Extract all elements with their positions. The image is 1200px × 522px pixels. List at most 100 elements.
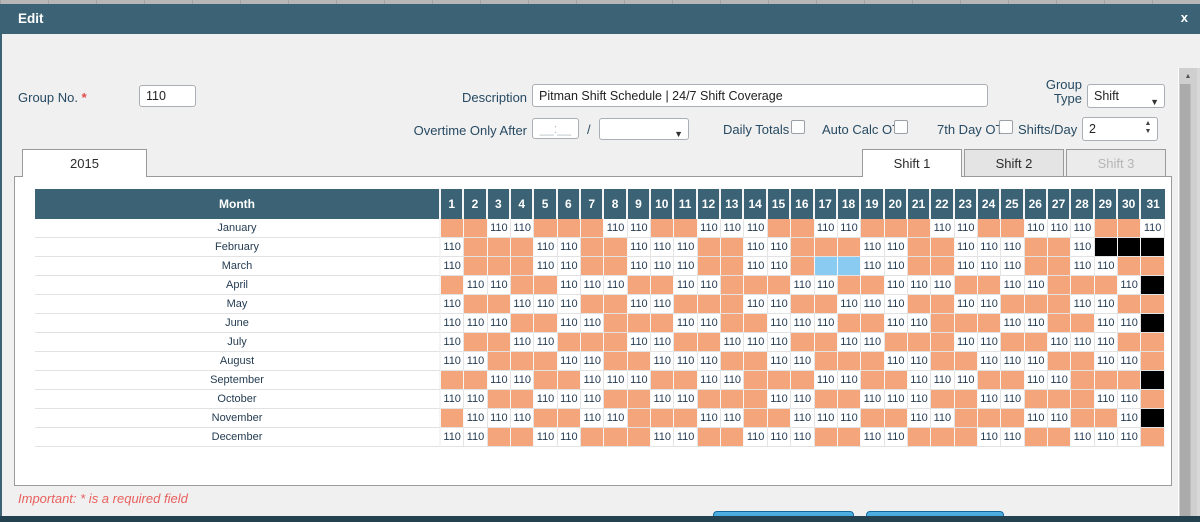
schedule-cell[interactable]: 110 bbox=[557, 295, 582, 314]
schedule-cell[interactable]: 110 bbox=[1141, 219, 1165, 238]
overtime-unit-select[interactable]: ▼ bbox=[599, 118, 689, 140]
schedule-cell[interactable]: 110 bbox=[954, 219, 978, 238]
schedule-cell[interactable] bbox=[1071, 276, 1095, 295]
schedule-cell[interactable]: 110 bbox=[1094, 333, 1118, 352]
schedule-cell[interactable] bbox=[931, 428, 955, 447]
schedule-cell[interactable]: 110 bbox=[1071, 219, 1095, 238]
tab-shift-2[interactable]: Shift 2 bbox=[964, 149, 1064, 177]
schedule-cell[interactable]: 110 bbox=[744, 257, 768, 276]
schedule-cell[interactable]: 110 bbox=[977, 238, 1002, 257]
schedule-cell[interactable]: 110 bbox=[861, 295, 885, 314]
schedule-cell[interactable] bbox=[1047, 352, 1072, 371]
schedule-cell[interactable] bbox=[744, 314, 768, 333]
schedule-cell[interactable]: 110 bbox=[954, 333, 978, 352]
schedule-cell[interactable]: 110 bbox=[1001, 257, 1025, 276]
schedule-cell[interactable] bbox=[441, 276, 465, 295]
schedule-cell[interactable] bbox=[1047, 257, 1072, 276]
schedule-cell[interactable]: 110 bbox=[931, 409, 955, 428]
schedule-cell[interactable]: 110 bbox=[674, 352, 698, 371]
schedule-cell[interactable] bbox=[464, 371, 488, 390]
schedule-cell[interactable] bbox=[884, 371, 908, 390]
schedule-cell[interactable]: 110 bbox=[1117, 428, 1142, 447]
schedule-cell[interactable] bbox=[487, 390, 512, 409]
schedule-cell[interactable]: 110 bbox=[441, 390, 465, 409]
schedule-cell[interactable] bbox=[674, 219, 698, 238]
schedule-cell[interactable] bbox=[977, 219, 1002, 238]
schedule-cell[interactable] bbox=[1141, 257, 1165, 276]
schedule-cell[interactable] bbox=[931, 314, 955, 333]
close-icon[interactable]: x bbox=[1180, 10, 1188, 25]
schedule-cell[interactable]: 110 bbox=[837, 333, 862, 352]
schedule-cell[interactable]: 110 bbox=[907, 352, 932, 371]
schedule-cell[interactable]: 110 bbox=[1094, 295, 1118, 314]
schedule-cell[interactable] bbox=[977, 371, 1002, 390]
schedule-cell[interactable] bbox=[791, 371, 815, 390]
schedule-cell[interactable] bbox=[814, 333, 838, 352]
schedule-cell[interactable]: 110 bbox=[767, 428, 792, 447]
schedule-cell[interactable]: 110 bbox=[884, 276, 908, 295]
schedule-cell[interactable]: 110 bbox=[487, 276, 512, 295]
schedule-cell[interactable] bbox=[651, 409, 675, 428]
schedule-cell[interactable]: 110 bbox=[464, 352, 488, 371]
schedule-cell[interactable] bbox=[721, 295, 745, 314]
schedule-cell[interactable]: 110 bbox=[557, 314, 582, 333]
schedule-cell[interactable] bbox=[1141, 333, 1165, 352]
schedule-cell[interactable] bbox=[931, 238, 955, 257]
schedule-cell[interactable]: 110 bbox=[604, 371, 628, 390]
schedule-cell[interactable] bbox=[511, 314, 535, 333]
schedule-cell[interactable]: 110 bbox=[907, 314, 932, 333]
schedule-cell[interactable]: 110 bbox=[557, 238, 582, 257]
schedule-cell[interactable] bbox=[487, 333, 512, 352]
schedule-cell[interactable]: 110 bbox=[697, 352, 722, 371]
schedule-cell[interactable] bbox=[721, 390, 745, 409]
schedule-cell[interactable] bbox=[534, 314, 558, 333]
schedule-cell[interactable] bbox=[464, 219, 488, 238]
schedule-cell[interactable] bbox=[767, 371, 792, 390]
schedule-cell[interactable] bbox=[1094, 371, 1118, 390]
schedule-cell[interactable]: 110 bbox=[954, 238, 978, 257]
schedule-cell[interactable] bbox=[1047, 295, 1072, 314]
schedule-cell[interactable]: 110 bbox=[1094, 428, 1118, 447]
schedule-cell[interactable]: 110 bbox=[674, 257, 698, 276]
schedule-cell[interactable]: 110 bbox=[977, 390, 1002, 409]
schedule-cell[interactable] bbox=[1024, 333, 1048, 352]
schedule-cell[interactable]: 110 bbox=[977, 428, 1002, 447]
schedule-cell[interactable] bbox=[1024, 428, 1048, 447]
schedule-cell[interactable] bbox=[954, 409, 978, 428]
schedule-cell[interactable] bbox=[487, 238, 512, 257]
schedule-cell[interactable]: 110 bbox=[1024, 371, 1048, 390]
schedule-cell[interactable] bbox=[1024, 257, 1048, 276]
group-no-input[interactable] bbox=[139, 85, 196, 107]
schedule-cell[interactable] bbox=[1141, 390, 1165, 409]
schedule-cell[interactable] bbox=[557, 333, 582, 352]
schedule-cell[interactable]: 110 bbox=[487, 409, 512, 428]
schedule-cell[interactable]: 110 bbox=[767, 257, 792, 276]
schedule-cell[interactable]: 110 bbox=[814, 409, 838, 428]
schedule-cell[interactable]: 110 bbox=[791, 352, 815, 371]
schedule-cell[interactable] bbox=[464, 295, 488, 314]
schedule-cell[interactable]: 110 bbox=[441, 238, 465, 257]
schedule-cell[interactable]: 110 bbox=[931, 371, 955, 390]
schedule-cell[interactable] bbox=[581, 428, 605, 447]
schedule-cell[interactable]: 110 bbox=[1001, 276, 1025, 295]
schedule-cell[interactable]: 110 bbox=[721, 219, 745, 238]
schedule-cell[interactable]: 110 bbox=[884, 314, 908, 333]
schedule-cell[interactable] bbox=[837, 314, 862, 333]
schedule-cell[interactable] bbox=[441, 409, 465, 428]
schedule-cell[interactable]: 110 bbox=[791, 428, 815, 447]
schedule-cell[interactable]: 110 bbox=[651, 238, 675, 257]
schedule-cell[interactable]: 110 bbox=[861, 390, 885, 409]
schedule-cell[interactable] bbox=[674, 371, 698, 390]
schedule-cell[interactable]: 110 bbox=[954, 257, 978, 276]
schedule-cell[interactable] bbox=[534, 219, 558, 238]
schedule-cell[interactable]: 110 bbox=[1001, 238, 1025, 257]
schedule-cell[interactable]: 110 bbox=[884, 257, 908, 276]
schedule-cell[interactable] bbox=[721, 428, 745, 447]
schedule-cell[interactable] bbox=[651, 371, 675, 390]
schedule-cell[interactable] bbox=[721, 314, 745, 333]
description-input[interactable] bbox=[532, 84, 988, 107]
schedule-cell[interactable]: 110 bbox=[651, 390, 675, 409]
schedule-cell[interactable] bbox=[511, 390, 535, 409]
schedule-cell[interactable] bbox=[837, 390, 862, 409]
schedule-cell[interactable] bbox=[581, 219, 605, 238]
